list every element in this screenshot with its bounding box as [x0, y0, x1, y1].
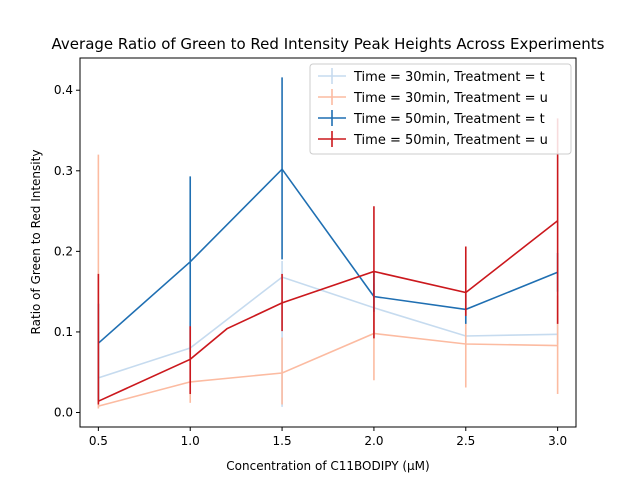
x-tick-label: 1.5	[273, 434, 292, 448]
x-tick-label: 2.0	[364, 434, 383, 448]
series-4	[97, 118, 559, 405]
y-axis: 0.0 0.1 0.2 0.3 0.4	[54, 83, 80, 419]
series-3-line	[97, 167, 558, 344]
series-1-line	[98, 276, 558, 379]
x-tick-label: 2.5	[456, 434, 475, 448]
series-4-line	[98, 220, 559, 402]
x-tick-label: 3.0	[548, 434, 567, 448]
legend-item: Time = 50min, Treatment = u	[318, 131, 548, 148]
y-tick-label: 0.2	[54, 244, 73, 258]
legend-item: Time = 30min, Treatment = t	[318, 68, 545, 85]
legend-label: Time = 30min, Treatment = t	[353, 70, 545, 85]
x-tick-label: 0.5	[89, 434, 108, 448]
plot-frame	[79, 57, 577, 428]
legend-item: Time = 50min, Treatment = t	[318, 110, 545, 127]
legend-item: Time = 30min, Treatment = u	[318, 89, 548, 106]
x-tick-label: 1.0	[181, 434, 200, 448]
legend-label: Time = 30min, Treatment = u	[353, 91, 548, 106]
y-tick-label: 0.0	[54, 405, 73, 419]
y-axis-label: Ratio of Green to Red Intensity	[29, 150, 43, 335]
plot-layer	[97, 77, 559, 409]
y-tick-label: 0.3	[54, 164, 73, 178]
legend: Time = 30min, Treatment = t Time = 30min,…	[309, 63, 572, 155]
y-tick-label: 0.4	[54, 83, 73, 97]
x-axis: 0.5 1.0 1.5 2.0 2.5 3.0	[89, 427, 567, 448]
legend-box	[309, 63, 572, 155]
legend-label: Time = 50min, Treatment = t	[353, 112, 545, 127]
y-tick-label: 0.1	[54, 325, 73, 339]
chart-title: Average Ratio of Green to Red Intensity …	[52, 35, 605, 53]
series-2-line	[98, 332, 558, 407]
legend-label: Time = 50min, Treatment = u	[353, 133, 548, 148]
x-axis-label: Concentration of C11BODIPY (μM)	[226, 459, 429, 473]
